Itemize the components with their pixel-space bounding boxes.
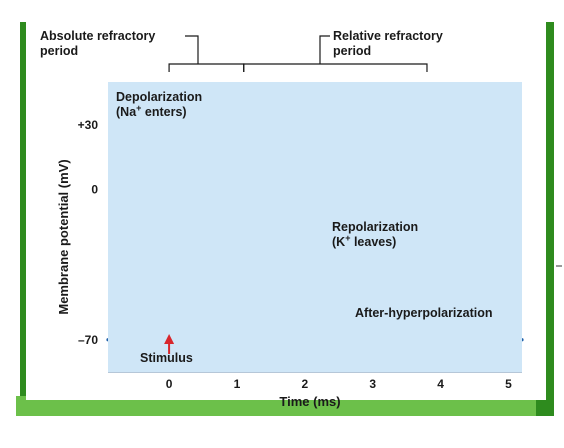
y-tick-label: +30 (78, 118, 99, 132)
x-tick-label: 2 (301, 377, 308, 391)
absolute-refractory-label: Absolute refractory (40, 29, 155, 43)
x-tick-labels: 0 1 2 3 4 5 (166, 377, 512, 391)
x-tick-label: 4 (437, 377, 444, 391)
repolarization-label: Repolarization (332, 220, 418, 234)
depolarization-label: Depolarization (116, 90, 202, 104)
y-tick-label: 0 (91, 182, 98, 196)
x-axis-title: Time (ms) (279, 394, 340, 409)
after-hyperpolarization-label: After-hyperpolarization (355, 306, 493, 320)
x-tick-label: 5 (505, 377, 512, 391)
plot-background-fill (108, 82, 522, 372)
depolarization-ion-label: (Na+ enters) (116, 103, 187, 119)
y-tick-label: –70 (78, 333, 98, 347)
x-tick-label: 0 (166, 377, 173, 391)
repolarization-ion-label: (K+ leaves) (332, 233, 396, 249)
absolute-refractory-leader (185, 35, 199, 64)
stimulus-label: Stimulus (140, 351, 193, 365)
y-tick-labels: +30 0 –70 (78, 118, 99, 347)
plot-area: 0 1 2 3 4 5 +30 0 –70 (78, 35, 524, 391)
green-frame-inner (16, 396, 536, 416)
x-tick-label: 1 (234, 377, 241, 391)
relative-refractory-label-line2: period (333, 44, 371, 58)
absolute-refractory-label-line2: period (40, 44, 78, 58)
y-axis-title: Membrane potential (mV) (56, 159, 71, 314)
relative-refractory-bracket (243, 63, 428, 72)
relative-refractory-leader (319, 35, 330, 64)
stimulus-arrow (164, 334, 175, 354)
relative-refractory-label: Relative refractory (333, 29, 443, 43)
x-tick-label: 3 (369, 377, 376, 391)
